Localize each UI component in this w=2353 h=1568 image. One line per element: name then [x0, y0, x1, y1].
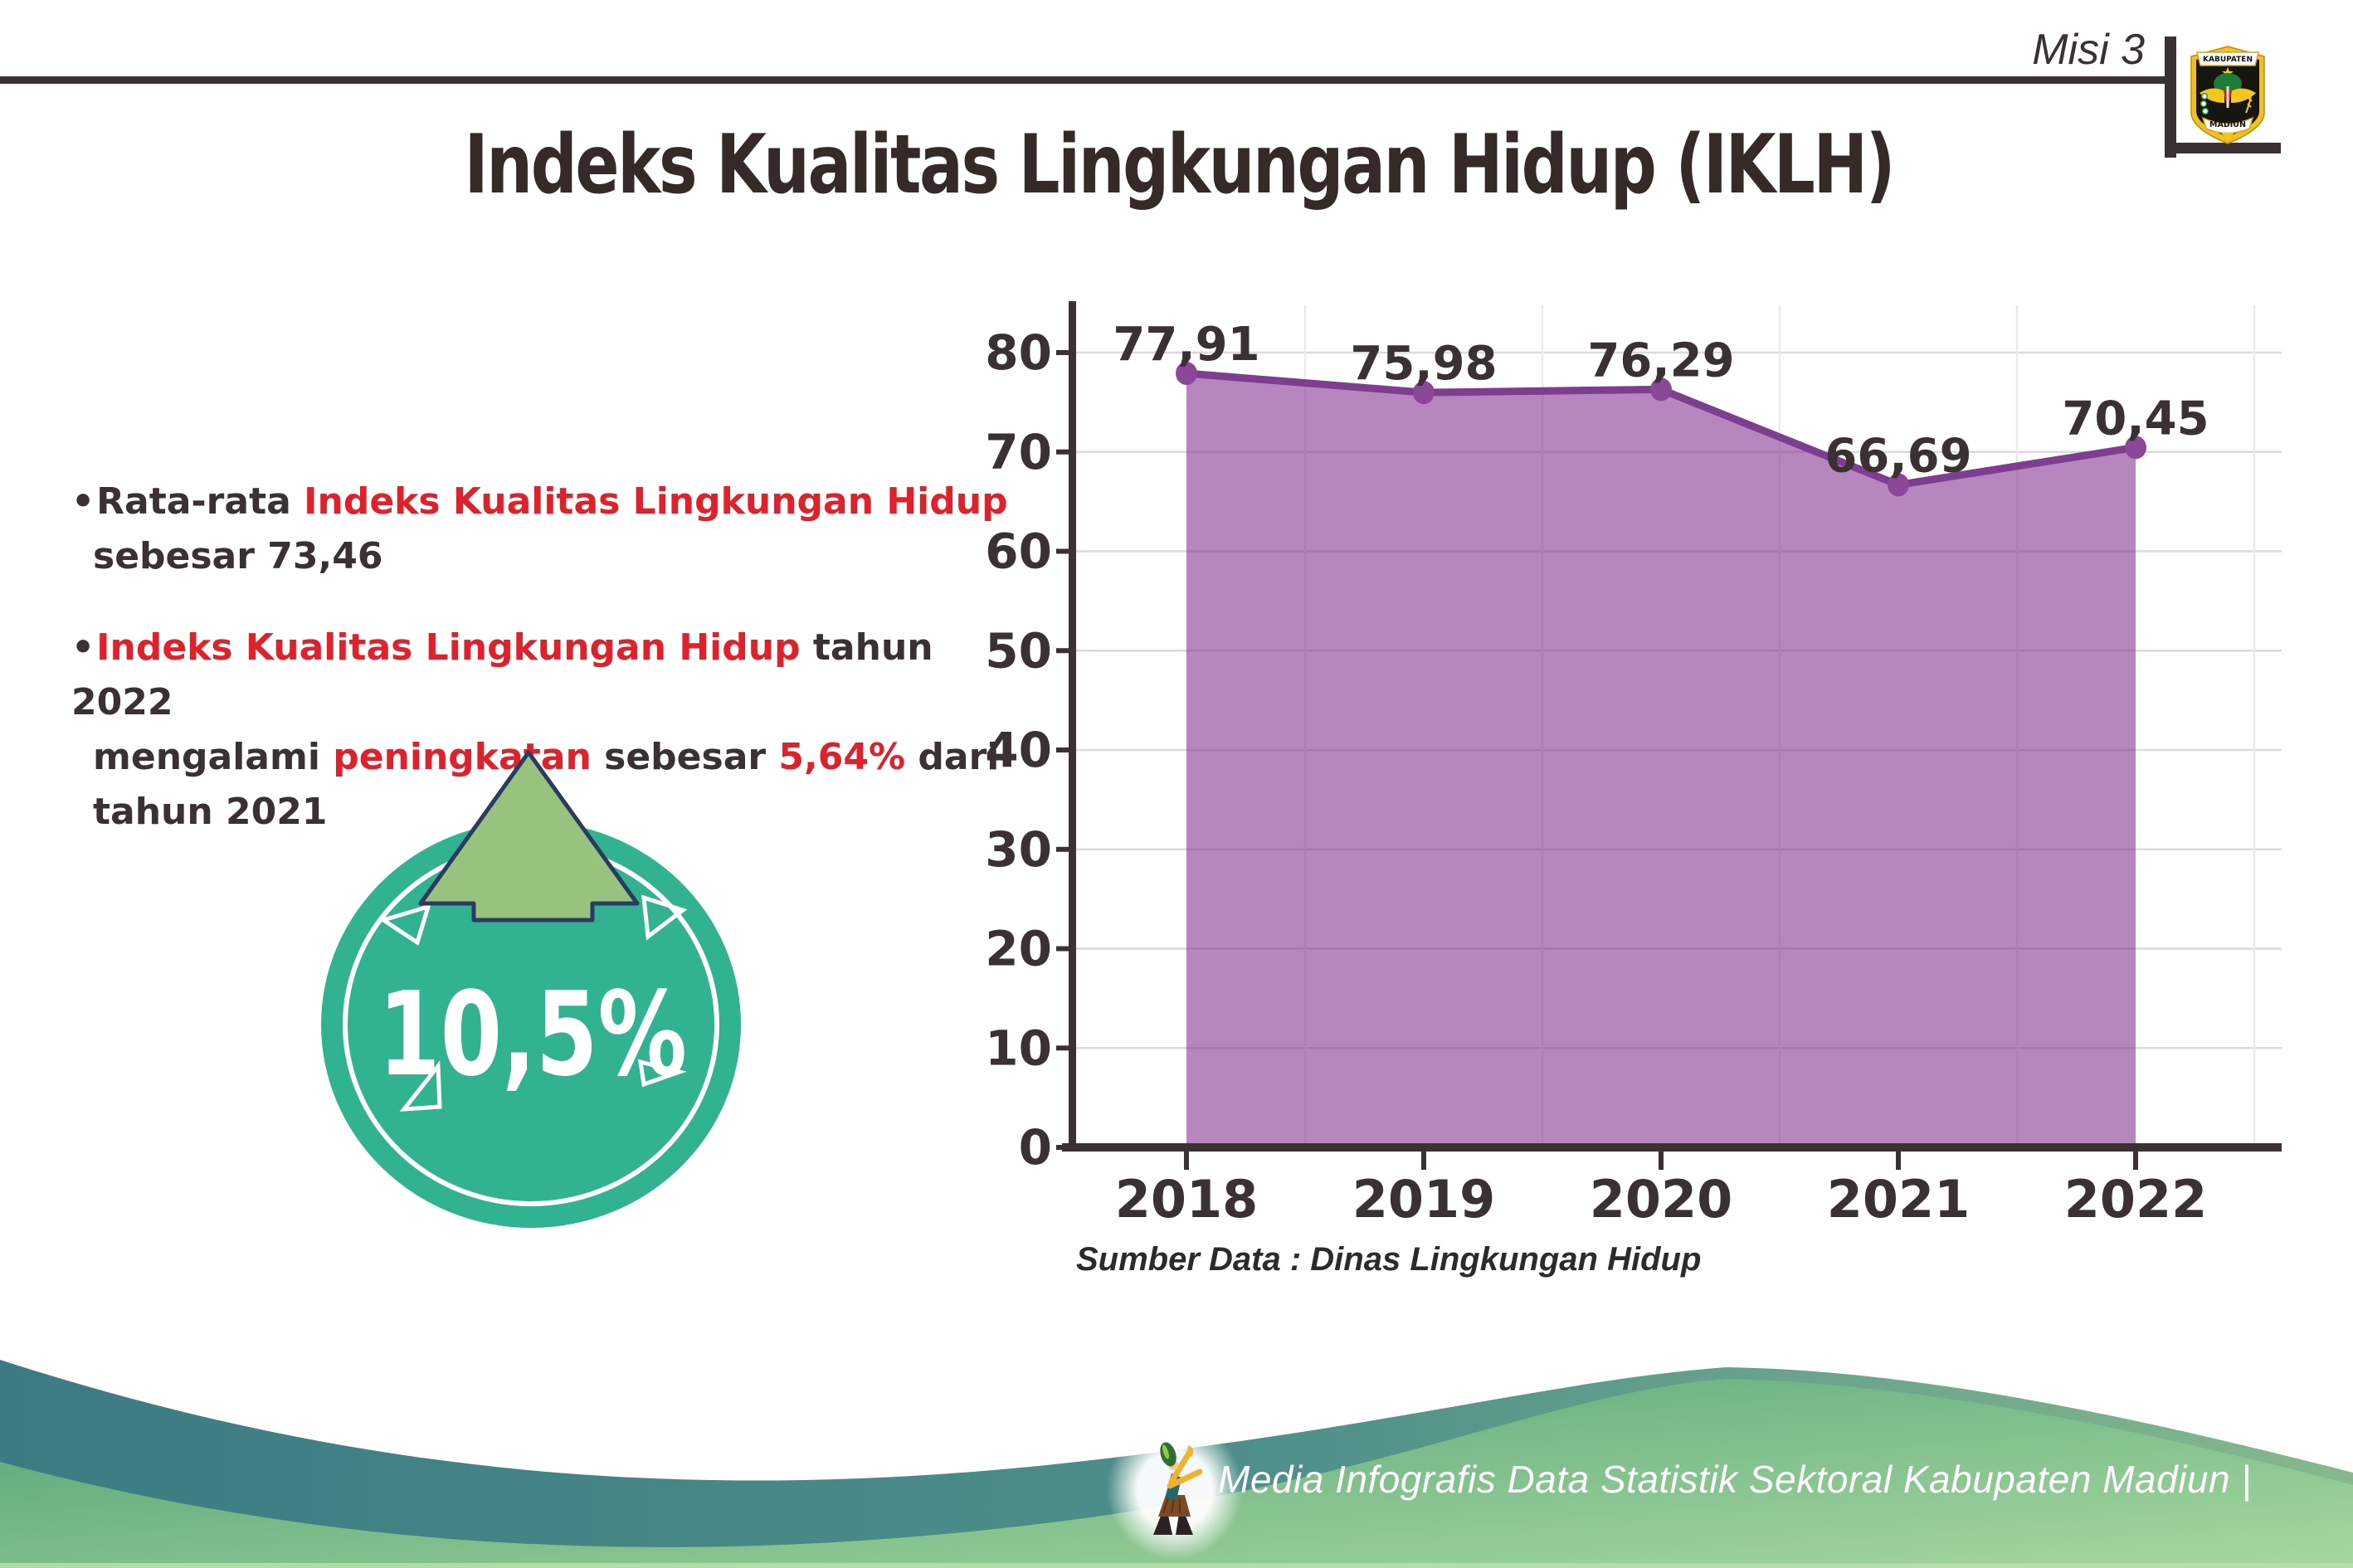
y-axis: [1069, 301, 1076, 1152]
data-label-2020: 76,29: [1587, 334, 1734, 387]
bullet-text-segment: 5,64%: [778, 736, 906, 778]
wave-green-dome: [0, 1379, 2353, 1568]
wave-bottom-strip: [0, 1563, 2353, 1568]
data-point-2020: [1650, 377, 1672, 402]
bullet-line: sebesar 73,46: [71, 529, 1009, 584]
data-label-2018: 77,91: [1113, 318, 1259, 372]
bullet-line: mengalami peningkatan sebesar 5,64% dari: [71, 730, 1009, 785]
chart-source: Sumber Data : Dinas Lingkungan Hidup: [1076, 1241, 1702, 1278]
bullet-dot-icon: •: [71, 480, 95, 523]
decoration-triangle-ne: [641, 894, 688, 941]
footer-credit: Media Infografis Data Statistik Sektoral…: [1218, 1458, 2252, 1501]
bullet-text-segment: tahun 2022: [71, 626, 933, 723]
x-tick-label-2021: 2021: [1827, 1169, 1971, 1230]
bullet-text-segment: peningkatan: [333, 736, 592, 778]
y-tick-label: 0: [1019, 1119, 1052, 1176]
bullet-text-segment: mengalami: [93, 736, 334, 778]
decoration-triangle-se: [637, 1059, 687, 1088]
bullet-line: •Rata-rata Indeks Kualitas Lingkungan Hi…: [71, 475, 1009, 529]
x-tick-label-2019: 2019: [1352, 1169, 1496, 1230]
y-tick-label: 30: [985, 821, 1052, 878]
increase-badge: 10,5%: [319, 749, 743, 1232]
y-tick-label: 60: [985, 523, 1052, 580]
bullet-item-2: •Indeks Kualitas Lingkungan Hidup tahun …: [71, 621, 1009, 840]
area-fill: [1186, 373, 2136, 1148]
bullet-line: tahun 2021: [71, 785, 1009, 840]
bullet-dot-icon: •: [71, 626, 95, 669]
data-label-2022: 70,45: [2062, 392, 2209, 446]
x-tick-label-2022: 2022: [2064, 1169, 2208, 1230]
up-arrow-icon: [418, 750, 640, 923]
bullet-text-segment: sebesar 73,46: [93, 535, 383, 577]
header-rule: [0, 76, 2165, 84]
bullet-text-segment: Indeks Kualitas Lingkungan Hidup: [96, 626, 801, 669]
x-tick-label-2020: 2020: [1590, 1169, 1733, 1230]
y-tick-label: 20: [985, 921, 1052, 977]
bullet-text-segment: tahun 2021: [93, 791, 328, 833]
decoration-triangle-nw: [378, 903, 431, 946]
decoration-triangle-sw: [399, 1060, 442, 1112]
logo-frame-horizontal: [2165, 143, 2281, 153]
bullet-text-segment: Rata-rata: [96, 480, 304, 523]
mascot-icon: [1153, 1442, 1203, 1535]
bullet-text-segment: sebesar: [591, 736, 779, 778]
data-point-2022: [2125, 436, 2146, 460]
bullet-item-1: •Rata-rata Indeks Kualitas Lingkungan Hi…: [71, 475, 1009, 584]
logo-frame-vertical: [2165, 37, 2176, 158]
y-tick-label: 10: [985, 1020, 1052, 1076]
bullet-text-segment: Indeks Kualitas Lingkungan Hidup: [304, 480, 1008, 523]
logo-bottom-text: MADIUN: [2209, 120, 2246, 129]
data-label-2019: 75,98: [1350, 337, 1497, 391]
bullet-text-segment: dari: [905, 736, 1000, 778]
x-axis: [1062, 1143, 2282, 1152]
kabupaten-madiun-logo-icon: KABUPATEN MADIUN: [2190, 46, 2265, 144]
x-tick-label-2018: 2018: [1115, 1169, 1259, 1230]
y-tick-label: 70: [985, 424, 1052, 480]
data-label-2021: 66,69: [1824, 429, 1971, 483]
y-tick-label: 80: [985, 324, 1052, 381]
bullet-line: •Indeks Kualitas Lingkungan Hidup tahun …: [71, 621, 1009, 730]
logo-top-text: KABUPATEN: [2203, 56, 2253, 64]
badge-value: 10,5%: [378, 967, 687, 1103]
iklh-chart: 0 10 20 30 40 50 60 70 80 2018 2019 2020 2021 2022 77,…: [946, 282, 2323, 1236]
y-tick-label: 40: [985, 722, 1052, 778]
data-point-2018: [1176, 362, 1197, 386]
bullet-list: •Rata-rata Indeks Kualitas Lingkungan Hi…: [71, 475, 1009, 876]
badge-circle: [321, 821, 741, 1228]
y-tick-label: 50: [985, 622, 1052, 679]
page-title: Indeks Kualitas Lingkungan Hidup (IKLH): [464, 118, 1896, 212]
misi-label: Misi 3: [2032, 26, 2145, 74]
data-point-2021: [1888, 473, 1909, 497]
data-point-2019: [1413, 381, 1435, 405]
